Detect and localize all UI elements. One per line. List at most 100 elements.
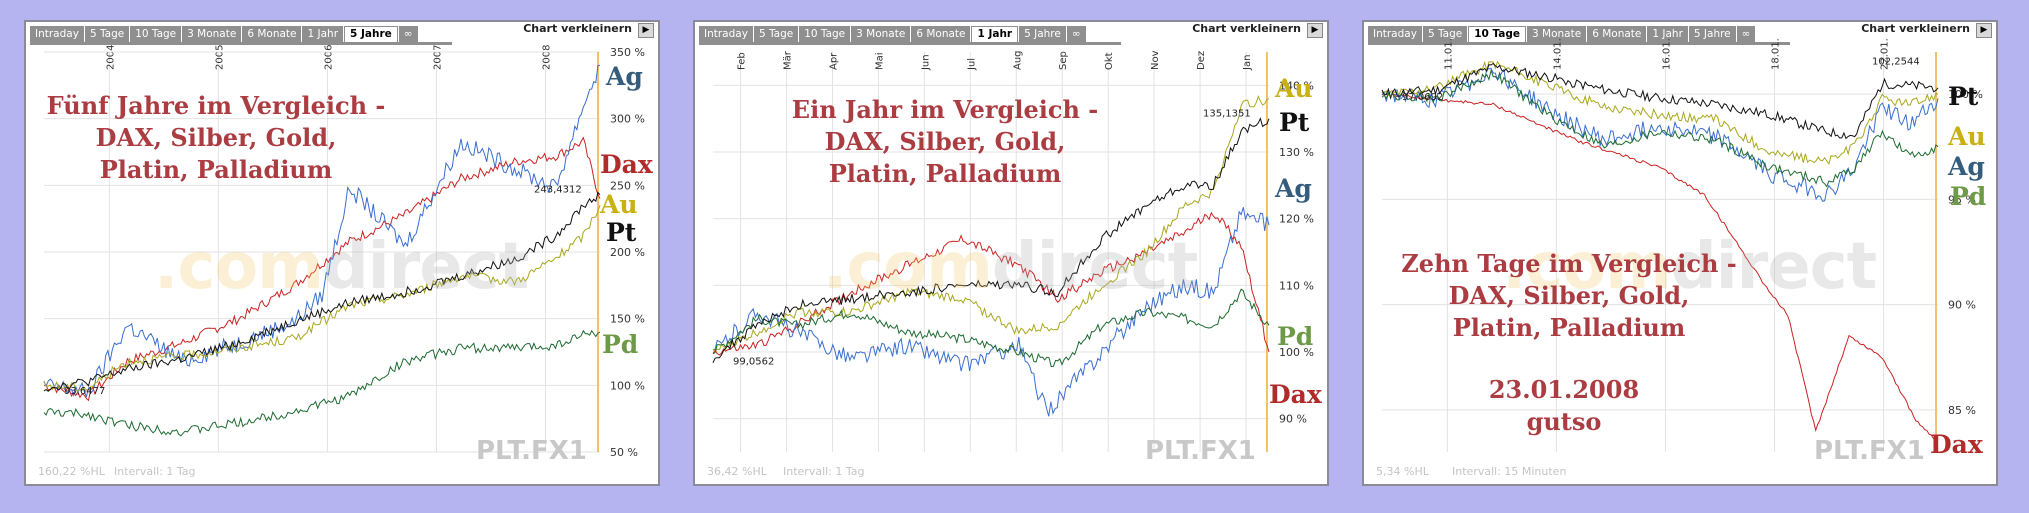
series-label-dax: Dax [1269,380,1322,409]
x-tick-label: 2004 [105,45,116,70]
y-tick-label: 90 % [1279,413,1307,426]
series-label-pt: Pt [1948,82,1979,111]
watermark-part: direct [1670,230,1877,304]
y-tick-label: 350 % [610,46,645,59]
tab-item[interactable]: Intraday [1368,26,1422,43]
series-label-au: Au [1948,122,1986,151]
tab-item[interactable]: 6 Monate [911,26,971,43]
x-tick-label: Sep [1058,51,1069,70]
watermark-part: .com [1502,230,1672,304]
tab-item[interactable]: 3 Monate [1527,26,1587,43]
tab-item[interactable]: ∞ [1736,26,1756,43]
footer-hl: 160,22 %HL [38,465,105,478]
x-tick-label: Jun [920,54,931,71]
x-tick-label: Apr [828,52,839,70]
instrument-symbol: PLT.FX1 [1145,436,1256,466]
shrink-chart-link[interactable]: Chart verkleinern [1192,22,1301,35]
range-tabs: Intraday 5 Tage 10 Tage 3 Monate 6 Monate 1 J… [30,26,419,43]
series-line-gold [712,95,1270,353]
watermark-part: .com [823,230,993,304]
x-tick-label: Dez [1196,51,1207,70]
tab-underline [30,42,452,45]
tab-item[interactable]: 5 Tage [1422,26,1468,43]
tab-item[interactable]: 1 Jahr [1647,26,1688,43]
y-tick-label: 200 % [610,246,645,259]
tab-item[interactable]: 1 Jahr [302,26,344,43]
watermark-logo: .comdirect [154,230,529,304]
watermark-part: .com [154,230,324,304]
series-label-pd: Pd [1277,322,1314,351]
y-tick-label: 95 % [1948,193,1976,206]
series-label-au: Au [1275,74,1313,103]
y-tick-label: 250 % [610,179,645,192]
x-tick-label: 11.01. [1443,38,1454,70]
series-label-pt: Pt [606,218,637,247]
shrink-arrow-icon[interactable]: ▶ [638,23,654,38]
chart-panel-10d: Intraday 5 Tage 10 Tage 3 Monate 6 Monate 1 J… [1362,20,1998,486]
chart-title: Zehn Tage im Vergleich - DAX, Silber, Go… [1401,249,1737,342]
x-tick-label: 22.01. [1879,38,1890,70]
tab-item[interactable]: 10 Tage [130,26,182,43]
line-chart: 2004 2005 2006 2007 2008 50 % 100 % 150 % 200 % 2… [43,45,645,459]
tab-underline [699,42,1121,45]
instrument-symbol: PLT.FX1 [1814,436,1925,466]
y-tick-label: 150 % [610,313,645,326]
x-tick-label: Mai [874,52,885,70]
footer-interval: Intervall: 1 Tag [783,465,865,478]
series-line-platin [1381,62,1939,140]
series-label-dax: Dax [600,150,653,179]
chart-panel-1y: Intraday 5 Tage 10 Tage 3 Monate 6 Monate 1 J… [693,20,1329,486]
shrink-arrow-icon[interactable]: ▶ [1976,23,1992,38]
series-line-platin [712,117,1270,364]
x-tick-label: 2006 [323,45,334,70]
tab-item[interactable]: ∞ [398,26,418,43]
footer-interval: Intervall: 15 Minuten [1452,465,1567,478]
tab-item[interactable]: Intraday [30,26,84,43]
tab-item[interactable]: 6 Monate [1587,26,1647,43]
series-line-silver [712,207,1270,417]
tab-item[interactable]: 5 Jahre [344,26,398,43]
tab-item[interactable]: Intraday [699,26,753,43]
chart-panel-5y: Intraday 5 Tage 10 Tage 3 Monate 6 Monate 1 J… [24,20,660,486]
x-tick-label: 2005 [214,45,225,70]
line-chart: 11.01. 14.01. 16.01. 18.01. 22.01. 85 % 90 % 95… [1381,38,1983,452]
y-tick-label: 85 % [1948,404,1976,417]
tab-item[interactable]: 5 Tage [84,26,130,43]
tab-item[interactable]: 6 Monate [242,26,302,43]
shrink-chart-link[interactable]: Chart verkleinern [523,22,632,35]
tab-item[interactable]: 5 Tage [753,26,799,43]
x-tick-label: Aug [1012,50,1023,70]
series-line-silver [1381,67,1939,202]
y-tick-label: 100 % [610,379,645,392]
tab-item[interactable]: 5 Jahre [1019,26,1066,43]
chart-title: Ein Jahr im Vergleich - DAX, Silber, Gol… [791,95,1099,188]
y-tick-label: 130 % [1279,146,1314,159]
tab-item[interactable]: ∞ [1066,26,1086,43]
y-tick-label: 300 % [610,113,645,126]
footer-hl: 5,34 %HL [1376,465,1429,478]
tab-item[interactable]: 10 Tage [799,26,851,43]
high-annotation: 102,2544 [1872,57,1920,68]
low-annotation: 93,6477 [64,386,105,397]
series-label-au: Au [600,190,638,219]
tab-item[interactable]: 3 Monate [182,26,242,43]
series-label-pd: Pd [1950,182,1987,211]
series-line-silver [43,64,601,399]
y-tick-label: 110 % [1279,279,1314,292]
line-chart: Feb Mär Apr Mai Jun Jul Aug Sep Okt Nov Dez Jan 90 %… [712,50,1314,452]
shrink-chart-link[interactable]: Chart verkleinern [1861,22,1970,35]
range-tabs: Intraday 5 Tage 10 Tage 3 Monate 6 Monate 1 J… [1368,26,1756,43]
series-line-palladium [43,329,601,437]
series-line-dax [1381,92,1939,442]
y-tick-label: 50 % [610,446,638,459]
series-line-platin [43,191,601,392]
series-label-pd: Pd [602,330,639,359]
x-tick-label: 2007 [432,45,443,70]
x-tick-label: 16.01. [1661,38,1672,70]
x-tick-label: Nov [1150,50,1161,70]
tab-item[interactable]: 5 Jahre [1688,26,1736,43]
series-label-ag: Ag [606,62,643,91]
tab-item[interactable]: 3 Monate [851,26,911,43]
shrink-arrow-icon[interactable]: ▶ [1307,23,1323,38]
series-label-ag: Ag [1275,174,1312,203]
